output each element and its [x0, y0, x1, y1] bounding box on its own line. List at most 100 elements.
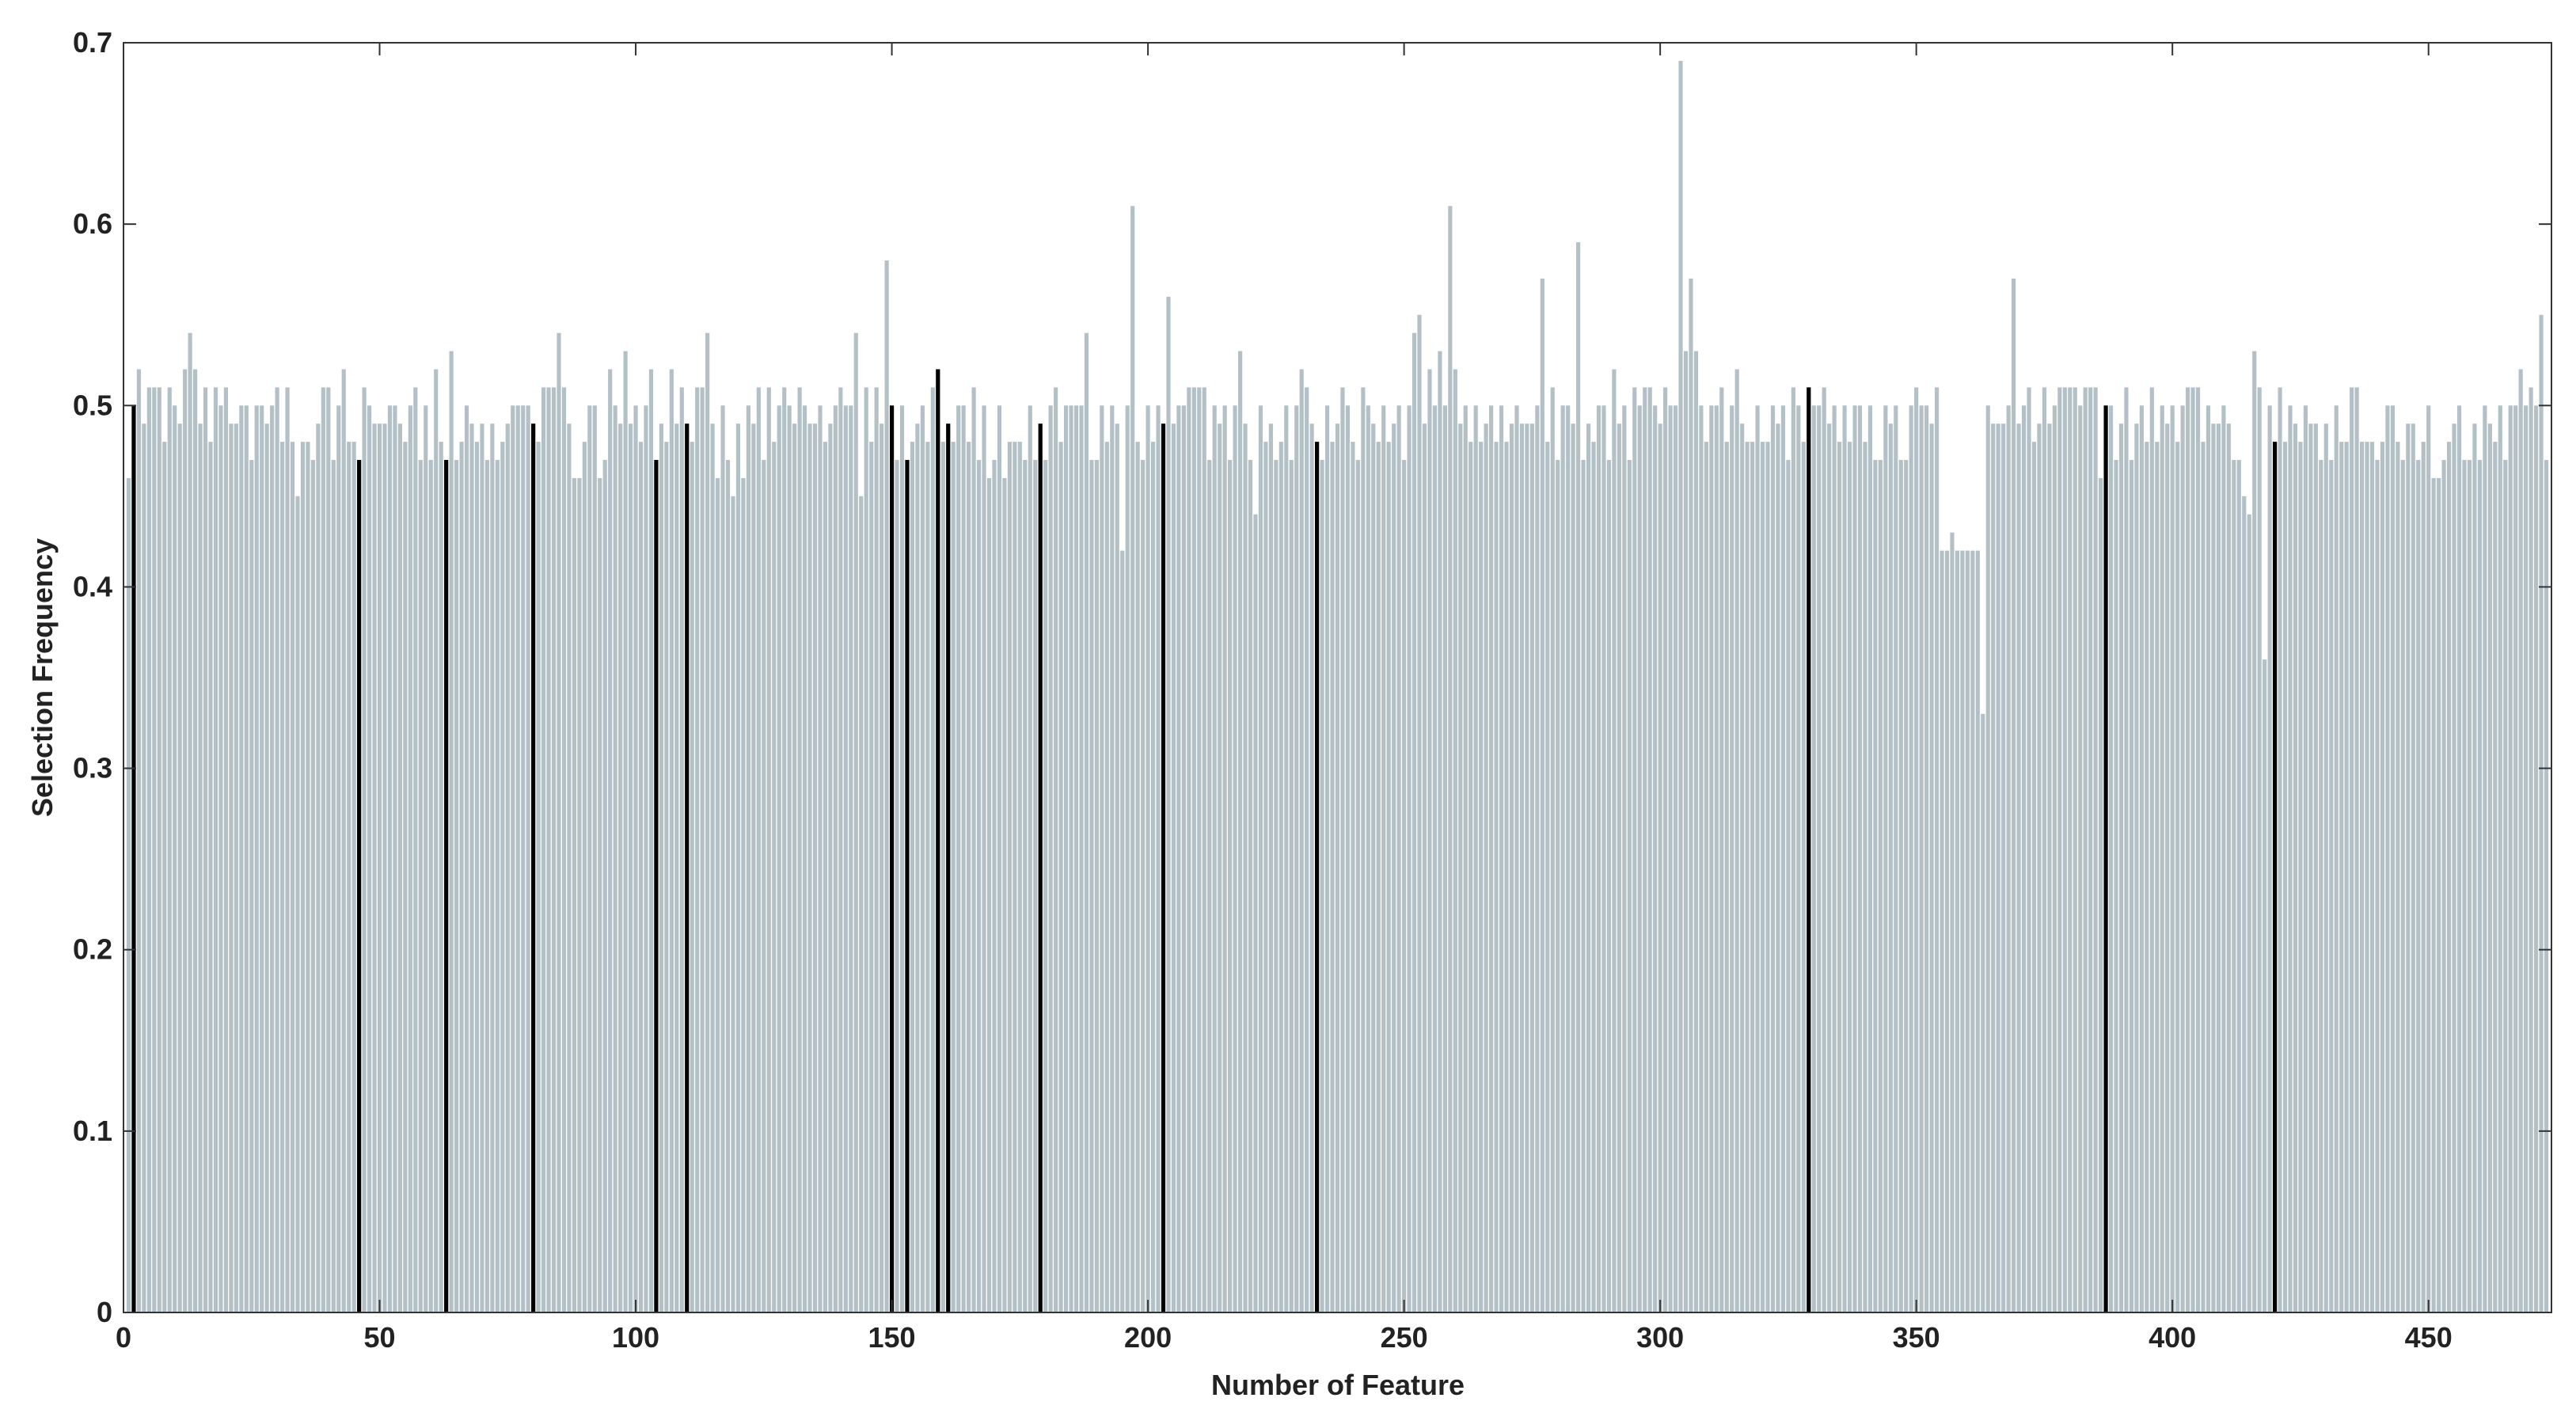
bar: [1366, 405, 1370, 1313]
bar: [1017, 442, 1022, 1312]
bar: [2175, 442, 2180, 1312]
bar: [1811, 405, 1816, 1313]
bar: [2421, 442, 2426, 1312]
bar: [357, 460, 362, 1312]
bar: [812, 424, 818, 1313]
bar: [511, 405, 515, 1313]
bar: [623, 351, 628, 1312]
bar: [1043, 460, 1048, 1312]
bar: [1981, 713, 1985, 1312]
bar: [1320, 460, 1324, 1312]
bar: [1940, 550, 1944, 1312]
bar: [1970, 550, 1975, 1312]
bar: [1637, 405, 1642, 1313]
bar: [853, 332, 858, 1313]
bar: [152, 387, 157, 1312]
bar: [1125, 405, 1130, 1313]
bar: [700, 387, 705, 1312]
bar: [648, 369, 654, 1312]
bar: [1324, 405, 1330, 1313]
bar: [587, 405, 592, 1313]
bar: [1171, 424, 1176, 1313]
bar: [249, 460, 254, 1312]
bar: [1463, 405, 1468, 1313]
bar: [787, 405, 792, 1313]
bar: [725, 460, 731, 1312]
bar: [1991, 424, 1996, 1313]
bar: [2456, 405, 2462, 1313]
bar: [992, 460, 997, 1312]
bar: [982, 405, 986, 1313]
bar: [976, 460, 982, 1312]
bar: [1335, 424, 1340, 1313]
bar: [961, 405, 966, 1313]
bar: [895, 460, 899, 1312]
bar: [1479, 442, 1484, 1312]
bar: [367, 405, 372, 1313]
bar: [664, 442, 669, 1312]
bar: [2406, 424, 2411, 1313]
bar: [1392, 424, 1396, 1313]
bar: [1709, 405, 1714, 1313]
bar: [459, 442, 464, 1312]
bar: [1181, 405, 1186, 1313]
bar: [2334, 405, 2339, 1313]
bar: [1847, 442, 1852, 1312]
bar: [264, 424, 269, 1313]
bar: [1309, 424, 1314, 1313]
bar: [567, 424, 572, 1313]
bar: [2539, 314, 2544, 1312]
bar: [2452, 424, 2456, 1313]
bar: [1699, 405, 1704, 1313]
bar: [1612, 369, 1617, 1312]
bar: [1386, 442, 1391, 1312]
bar: [1566, 405, 1571, 1313]
bar: [2344, 442, 2349, 1312]
bar: [705, 332, 710, 1313]
bar: [521, 405, 526, 1313]
bar: [2186, 387, 2190, 1312]
bar: [1693, 351, 1699, 1312]
bar: [1529, 424, 1534, 1313]
bar: [1411, 332, 1417, 1313]
bar: [1801, 442, 1806, 1312]
bar: [1361, 387, 1366, 1312]
bar: [910, 442, 915, 1312]
x-tick-label: 0: [116, 1321, 131, 1354]
bar: [326, 387, 331, 1312]
x-axis-label: Number of Feature: [1211, 1369, 1465, 1401]
y-tick-label: 0.4: [73, 570, 112, 602]
bar: [1581, 460, 1586, 1312]
bar: [1263, 442, 1268, 1312]
bar: [1355, 460, 1360, 1312]
bar: [484, 460, 489, 1312]
bar: [244, 405, 249, 1313]
y-tick-label: 0.1: [73, 1115, 112, 1147]
bar: [1519, 424, 1525, 1313]
bar: [1704, 442, 1708, 1312]
bar: [1141, 460, 1146, 1312]
bar: [828, 424, 833, 1313]
bar: [1073, 405, 1079, 1313]
bar: [2508, 405, 2513, 1313]
bar: [167, 387, 172, 1312]
bar: [884, 260, 889, 1312]
bar: [1330, 442, 1335, 1312]
bar: [1745, 442, 1750, 1312]
bar: [1268, 424, 1273, 1313]
bar: [2472, 424, 2477, 1313]
bar: [2263, 659, 2267, 1312]
bar: [1299, 369, 1304, 1312]
bar: [685, 424, 690, 1313]
bar: [2513, 405, 2518, 1313]
bar: [1371, 424, 1376, 1313]
bar: [1222, 405, 1227, 1313]
bar: [2129, 460, 2134, 1312]
bar: [2441, 460, 2446, 1312]
bar: [336, 405, 341, 1313]
bar: [1187, 387, 1191, 1312]
bar: [1924, 405, 1929, 1313]
bar: [531, 424, 536, 1313]
bar: [1396, 405, 1401, 1313]
bar: [1622, 405, 1627, 1313]
